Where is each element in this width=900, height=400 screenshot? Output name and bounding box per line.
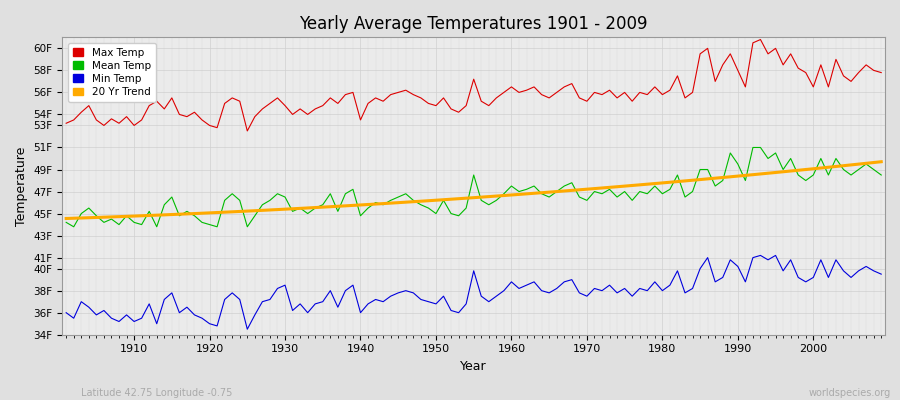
Title: Yearly Average Temperatures 1901 - 2009: Yearly Average Temperatures 1901 - 2009 (300, 15, 648, 33)
X-axis label: Year: Year (461, 360, 487, 373)
Text: Latitude 42.75 Longitude -0.75: Latitude 42.75 Longitude -0.75 (81, 388, 232, 398)
Text: worldspecies.org: worldspecies.org (809, 388, 891, 398)
Y-axis label: Temperature: Temperature (15, 146, 28, 226)
Legend: Max Temp, Mean Temp, Min Temp, 20 Yr Trend: Max Temp, Mean Temp, Min Temp, 20 Yr Tre… (68, 42, 156, 102)
